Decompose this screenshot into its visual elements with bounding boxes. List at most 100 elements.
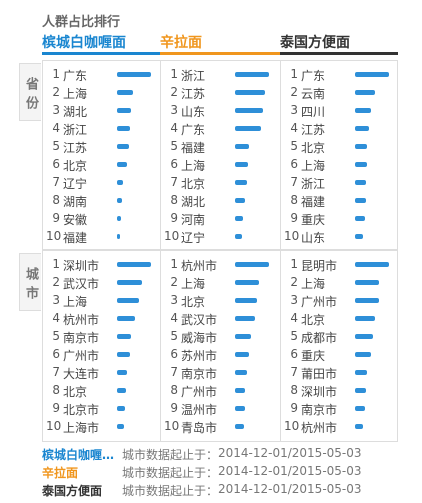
- item-name: 北京: [181, 295, 206, 309]
- item-name: 湖北: [181, 195, 206, 209]
- share-bar: [235, 298, 257, 303]
- share-bar: [235, 316, 255, 321]
- rank: 4: [52, 311, 60, 325]
- item-name: 杭州市: [63, 313, 100, 327]
- rank: 4: [52, 121, 60, 135]
- item-name: 四川: [301, 105, 326, 119]
- rank: 7: [290, 365, 298, 379]
- column-divider: [160, 60, 161, 250]
- item-name: 江苏: [301, 123, 326, 137]
- item-name: 南京市: [181, 367, 218, 381]
- rank: 3: [290, 293, 298, 307]
- item-name: 浙江: [301, 177, 326, 191]
- footer-period: 2014-12-01/2015-05-03: [218, 464, 362, 478]
- share-bar: [117, 388, 126, 393]
- rank: 10: [46, 419, 62, 433]
- tab-underline: [280, 52, 398, 55]
- tab[interactable]: 槟城白咖喱面: [42, 35, 126, 51]
- item-name: 北京: [63, 159, 88, 173]
- column-divider: [280, 60, 281, 250]
- rank: 8: [170, 383, 178, 397]
- item-name: 上海: [301, 159, 326, 173]
- rank: 5: [290, 139, 298, 153]
- rank: 2: [52, 275, 60, 289]
- item-name: 上海: [181, 159, 206, 173]
- rank: 4: [170, 311, 178, 325]
- item-name: 上海: [63, 295, 88, 309]
- rank: 8: [290, 383, 298, 397]
- section-box: [42, 250, 398, 442]
- share-bar: [235, 180, 247, 185]
- item-name: 江苏: [63, 141, 88, 155]
- section-tab[interactable]: 城市: [19, 253, 41, 311]
- rank: 2: [290, 275, 298, 289]
- tab[interactable]: 辛拉面: [160, 35, 202, 51]
- share-bar: [117, 334, 131, 339]
- item-name: 北京: [301, 313, 326, 327]
- item-name: 云南: [301, 87, 326, 101]
- rank: 2: [290, 85, 298, 99]
- share-bar: [355, 216, 365, 221]
- section-tab[interactable]: 省份: [19, 63, 41, 121]
- share-bar: [235, 424, 244, 429]
- item-name: 湖南: [63, 195, 88, 209]
- tab[interactable]: 泰国方便面: [280, 35, 350, 51]
- item-name: 大连市: [63, 367, 100, 381]
- item-name: 山东: [181, 105, 206, 119]
- share-bar: [117, 198, 122, 203]
- share-bar: [235, 144, 249, 149]
- rank: 7: [170, 365, 178, 379]
- item-name: 福建: [63, 231, 88, 245]
- share-bar: [355, 262, 389, 267]
- footer-label: 城市数据起止于：: [122, 466, 219, 480]
- rank: 9: [170, 401, 178, 415]
- share-bar: [235, 108, 263, 113]
- footer-period: 2014-12-01/2015-05-03: [218, 446, 362, 460]
- share-bar: [235, 90, 265, 95]
- item-name: 重庆: [301, 213, 326, 227]
- footer-name: 辛拉面: [42, 466, 79, 480]
- rank: 2: [170, 85, 178, 99]
- share-bar: [117, 352, 130, 357]
- footer-label: 城市数据起止于：: [122, 484, 219, 498]
- share-bar: [355, 198, 366, 203]
- item-name: 南京市: [301, 403, 338, 417]
- share-bar: [355, 388, 366, 393]
- item-name: 辽宁: [63, 177, 88, 191]
- item-name: 温州市: [181, 403, 218, 417]
- item-name: 广东: [63, 69, 88, 83]
- item-name: 北京市: [63, 403, 100, 417]
- rank: 4: [170, 121, 178, 135]
- rank: 3: [170, 293, 178, 307]
- column-divider: [280, 250, 281, 442]
- rank: 5: [52, 139, 60, 153]
- rank: 8: [290, 193, 298, 207]
- item-name: 辽宁: [181, 231, 206, 245]
- share-bar: [117, 72, 151, 77]
- share-bar: [235, 388, 245, 393]
- item-name: 福建: [181, 141, 206, 155]
- rank: 9: [52, 211, 60, 225]
- item-name: 威海市: [181, 331, 218, 345]
- rank: 6: [170, 347, 178, 361]
- share-bar: [117, 216, 121, 221]
- item-name: 上海: [63, 87, 88, 101]
- rank: 6: [290, 157, 298, 171]
- item-name: 武汉市: [181, 313, 218, 327]
- item-name: 莆田市: [301, 367, 338, 381]
- share-bar: [355, 126, 369, 131]
- share-bar: [355, 424, 363, 429]
- share-bar: [355, 144, 367, 149]
- share-bar: [235, 234, 242, 239]
- rank: 10: [164, 419, 180, 433]
- share-bar: [117, 90, 133, 95]
- share-bar: [355, 406, 365, 411]
- item-name: 南京市: [63, 331, 100, 345]
- item-name: 广东: [181, 123, 206, 137]
- share-bar: [355, 298, 379, 303]
- item-name: 广州市: [181, 385, 218, 399]
- rank: 10: [284, 419, 300, 433]
- share-bar: [355, 180, 366, 185]
- share-bar: [235, 72, 269, 77]
